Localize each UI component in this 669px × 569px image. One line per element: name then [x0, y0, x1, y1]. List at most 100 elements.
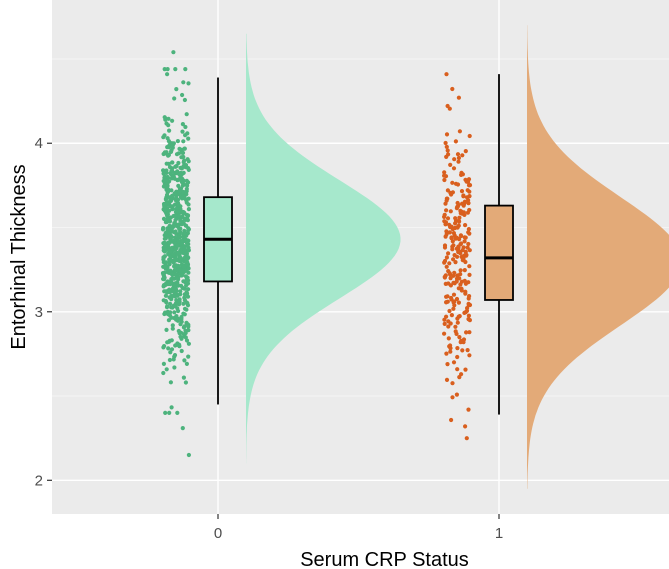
y-axis-title: Entorhinal Thickness — [8, 164, 30, 349]
outlier-point — [464, 436, 469, 441]
data-point — [444, 255, 449, 260]
data-point — [460, 153, 465, 158]
data-point — [182, 158, 187, 163]
data-point — [162, 178, 167, 183]
data-point — [451, 243, 456, 248]
data-point — [445, 216, 451, 221]
data-point — [174, 314, 179, 319]
y-tick-label: 2 — [35, 472, 43, 489]
data-point — [467, 133, 472, 139]
data-point — [185, 281, 191, 286]
data-point — [467, 330, 472, 335]
data-point — [181, 163, 186, 169]
data-point — [465, 348, 470, 353]
data-point — [446, 336, 451, 341]
data-point — [161, 370, 166, 376]
ticks-layer: 2 3 4 0 1 — [35, 135, 504, 542]
data-point — [174, 298, 179, 303]
data-point — [465, 210, 470, 215]
data-point — [179, 348, 184, 354]
data-point — [466, 280, 471, 285]
data-point — [186, 287, 191, 292]
data-point — [161, 171, 166, 176]
data-point — [168, 268, 173, 273]
data-point — [184, 200, 189, 205]
data-point — [444, 144, 449, 149]
data-point — [443, 222, 448, 227]
data-point — [462, 201, 467, 206]
data-point — [455, 152, 461, 157]
data-point — [184, 223, 189, 228]
data-point — [448, 283, 453, 288]
data-point — [446, 152, 451, 157]
points-layer — [160, 50, 473, 458]
data-point — [451, 292, 457, 297]
data-point — [183, 335, 188, 340]
data-point — [163, 410, 168, 415]
data-point — [186, 227, 191, 233]
data-point — [447, 261, 452, 266]
data-point — [467, 272, 472, 277]
data-point — [185, 213, 190, 219]
data-point — [180, 129, 185, 134]
data-point — [169, 168, 174, 174]
data-point — [172, 191, 177, 196]
density-0 — [246, 33, 401, 464]
data-point — [444, 132, 450, 137]
data-point — [450, 86, 455, 92]
density-layer — [246, 25, 669, 489]
data-point — [162, 344, 167, 349]
data-point — [174, 263, 179, 268]
data-point — [442, 245, 448, 250]
data-point — [458, 268, 463, 273]
data-point — [182, 251, 187, 256]
data-point — [443, 201, 448, 206]
data-point — [185, 218, 190, 223]
data-point — [450, 395, 455, 400]
data-point — [451, 231, 456, 236]
data-point — [450, 180, 455, 185]
data-point — [467, 189, 472, 194]
data-point — [464, 195, 470, 200]
data-point — [452, 157, 457, 162]
outlier-point — [444, 72, 449, 77]
data-point — [455, 182, 461, 187]
data-point — [179, 314, 184, 320]
data-point — [454, 331, 459, 336]
data-point — [172, 96, 177, 101]
data-point — [445, 103, 450, 109]
data-point — [183, 274, 189, 279]
data-point — [169, 293, 174, 298]
data-point — [168, 380, 173, 385]
data-point — [444, 208, 449, 213]
data-point — [454, 206, 459, 211]
data-point — [449, 236, 454, 241]
data-point — [168, 310, 173, 315]
data-point — [452, 253, 457, 258]
data-point — [447, 344, 452, 349]
data-point — [467, 248, 472, 253]
data-point — [182, 247, 187, 252]
data-point — [459, 233, 464, 239]
data-point — [183, 328, 188, 333]
data-point — [443, 234, 448, 239]
data-point — [170, 118, 175, 123]
data-point — [167, 199, 173, 204]
data-point — [162, 133, 167, 138]
data-point — [170, 272, 175, 277]
data-point — [447, 222, 452, 227]
data-point — [161, 361, 166, 366]
data-point — [443, 273, 448, 278]
data-point — [180, 122, 185, 127]
data-point — [181, 80, 186, 85]
data-point — [163, 197, 169, 202]
data-point — [456, 155, 461, 161]
data-point — [444, 300, 449, 305]
data-point — [163, 282, 168, 287]
data-point — [461, 257, 466, 262]
data-point — [170, 160, 175, 165]
data-point — [178, 289, 183, 294]
boxplot-layer — [203, 74, 514, 415]
data-point — [450, 190, 455, 195]
